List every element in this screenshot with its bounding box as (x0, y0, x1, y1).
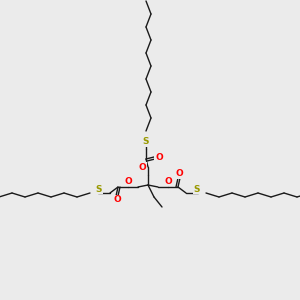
Text: O: O (175, 169, 183, 178)
Text: S: S (143, 137, 149, 146)
Text: O: O (138, 163, 146, 172)
Text: O: O (155, 152, 163, 161)
Text: S: S (96, 184, 102, 194)
Text: O: O (124, 176, 132, 185)
Text: S: S (194, 184, 200, 194)
Text: O: O (164, 176, 172, 185)
Text: O: O (113, 196, 121, 205)
